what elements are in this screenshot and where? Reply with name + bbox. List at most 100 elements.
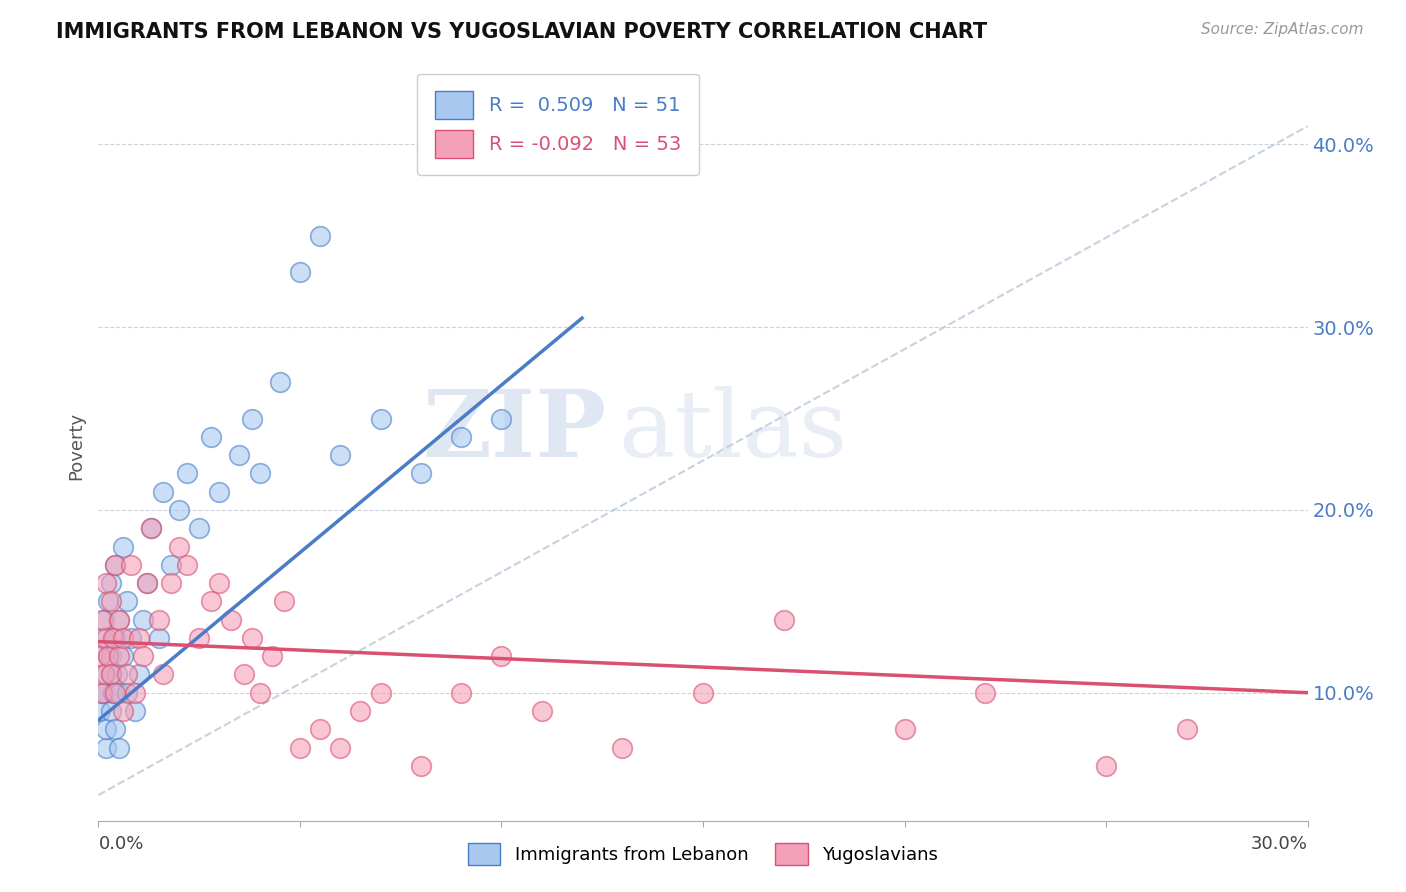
Point bbox=[249, 467, 271, 481]
Point bbox=[208, 484, 231, 499]
Point bbox=[120, 558, 142, 572]
Text: ZIP: ZIP bbox=[422, 386, 606, 476]
Point bbox=[111, 631, 134, 645]
Point bbox=[93, 667, 115, 681]
Point bbox=[612, 740, 634, 755]
Point bbox=[107, 649, 129, 664]
Point bbox=[160, 576, 183, 591]
Point bbox=[91, 686, 114, 700]
Point bbox=[329, 740, 352, 755]
Point bbox=[100, 667, 122, 681]
Point bbox=[200, 594, 222, 608]
Point bbox=[124, 704, 146, 718]
Point bbox=[103, 631, 125, 645]
Point bbox=[100, 594, 122, 608]
Point bbox=[491, 649, 513, 664]
Point bbox=[96, 667, 118, 681]
Point bbox=[288, 265, 311, 279]
Point bbox=[260, 649, 283, 664]
Point bbox=[124, 686, 146, 700]
Point bbox=[974, 686, 997, 700]
Point bbox=[240, 411, 263, 425]
Point bbox=[232, 667, 254, 681]
Legend: Immigrants from Lebanon, Yugoslavians: Immigrants from Lebanon, Yugoslavians bbox=[458, 834, 948, 874]
Point bbox=[120, 631, 142, 645]
Point bbox=[409, 467, 432, 481]
Point bbox=[105, 667, 128, 681]
Point bbox=[135, 576, 157, 591]
Y-axis label: Poverty: Poverty bbox=[67, 412, 86, 480]
Point bbox=[148, 613, 170, 627]
Point bbox=[128, 667, 150, 681]
Point bbox=[103, 686, 125, 700]
Point bbox=[309, 723, 332, 737]
Point bbox=[115, 686, 138, 700]
Point bbox=[152, 667, 174, 681]
Point bbox=[111, 540, 134, 554]
Point bbox=[132, 613, 155, 627]
Point bbox=[349, 704, 371, 718]
Point bbox=[91, 686, 114, 700]
Point bbox=[167, 540, 190, 554]
Point bbox=[91, 631, 114, 645]
Point bbox=[167, 503, 190, 517]
Point bbox=[450, 686, 472, 700]
Point bbox=[96, 723, 118, 737]
Point bbox=[103, 558, 125, 572]
Point bbox=[93, 613, 115, 627]
Point bbox=[115, 594, 138, 608]
Point bbox=[329, 448, 352, 462]
Point bbox=[491, 411, 513, 425]
Point bbox=[208, 576, 231, 591]
Point bbox=[176, 558, 198, 572]
Point bbox=[132, 649, 155, 664]
Point bbox=[107, 613, 129, 627]
Point bbox=[93, 686, 115, 700]
Point bbox=[450, 430, 472, 444]
Text: atlas: atlas bbox=[619, 386, 848, 476]
Point bbox=[97, 594, 120, 608]
Point bbox=[107, 740, 129, 755]
Point bbox=[273, 594, 295, 608]
Point bbox=[100, 667, 122, 681]
Point bbox=[288, 740, 311, 755]
Point bbox=[107, 686, 129, 700]
Point bbox=[89, 649, 111, 664]
Point bbox=[97, 649, 120, 664]
Point bbox=[228, 448, 250, 462]
Point bbox=[370, 411, 392, 425]
Point bbox=[100, 576, 122, 591]
Point bbox=[188, 631, 211, 645]
Point bbox=[148, 631, 170, 645]
Point bbox=[269, 375, 291, 389]
Point bbox=[370, 686, 392, 700]
Point bbox=[135, 576, 157, 591]
Text: IMMIGRANTS FROM LEBANON VS YUGOSLAVIAN POVERTY CORRELATION CHART: IMMIGRANTS FROM LEBANON VS YUGOSLAVIAN P… bbox=[56, 22, 987, 42]
Point bbox=[115, 667, 138, 681]
Point bbox=[1175, 723, 1198, 737]
Point bbox=[139, 521, 162, 535]
Point bbox=[100, 704, 122, 718]
Point bbox=[100, 649, 122, 664]
Point bbox=[188, 521, 211, 535]
Point bbox=[176, 467, 198, 481]
Text: 30.0%: 30.0% bbox=[1251, 835, 1308, 854]
Point bbox=[1095, 759, 1118, 773]
Point bbox=[97, 649, 120, 664]
Point bbox=[111, 704, 134, 718]
Point bbox=[772, 613, 794, 627]
Point bbox=[103, 558, 125, 572]
Point bbox=[240, 631, 263, 645]
Text: 0.0%: 0.0% bbox=[98, 835, 143, 854]
Point bbox=[160, 558, 183, 572]
Point bbox=[111, 649, 134, 664]
Point bbox=[152, 484, 174, 499]
Point bbox=[101, 631, 124, 645]
Point bbox=[128, 631, 150, 645]
Point bbox=[96, 631, 118, 645]
Point bbox=[221, 613, 243, 627]
Point bbox=[409, 759, 432, 773]
Point bbox=[530, 704, 553, 718]
Point bbox=[91, 613, 114, 627]
Point bbox=[107, 613, 129, 627]
